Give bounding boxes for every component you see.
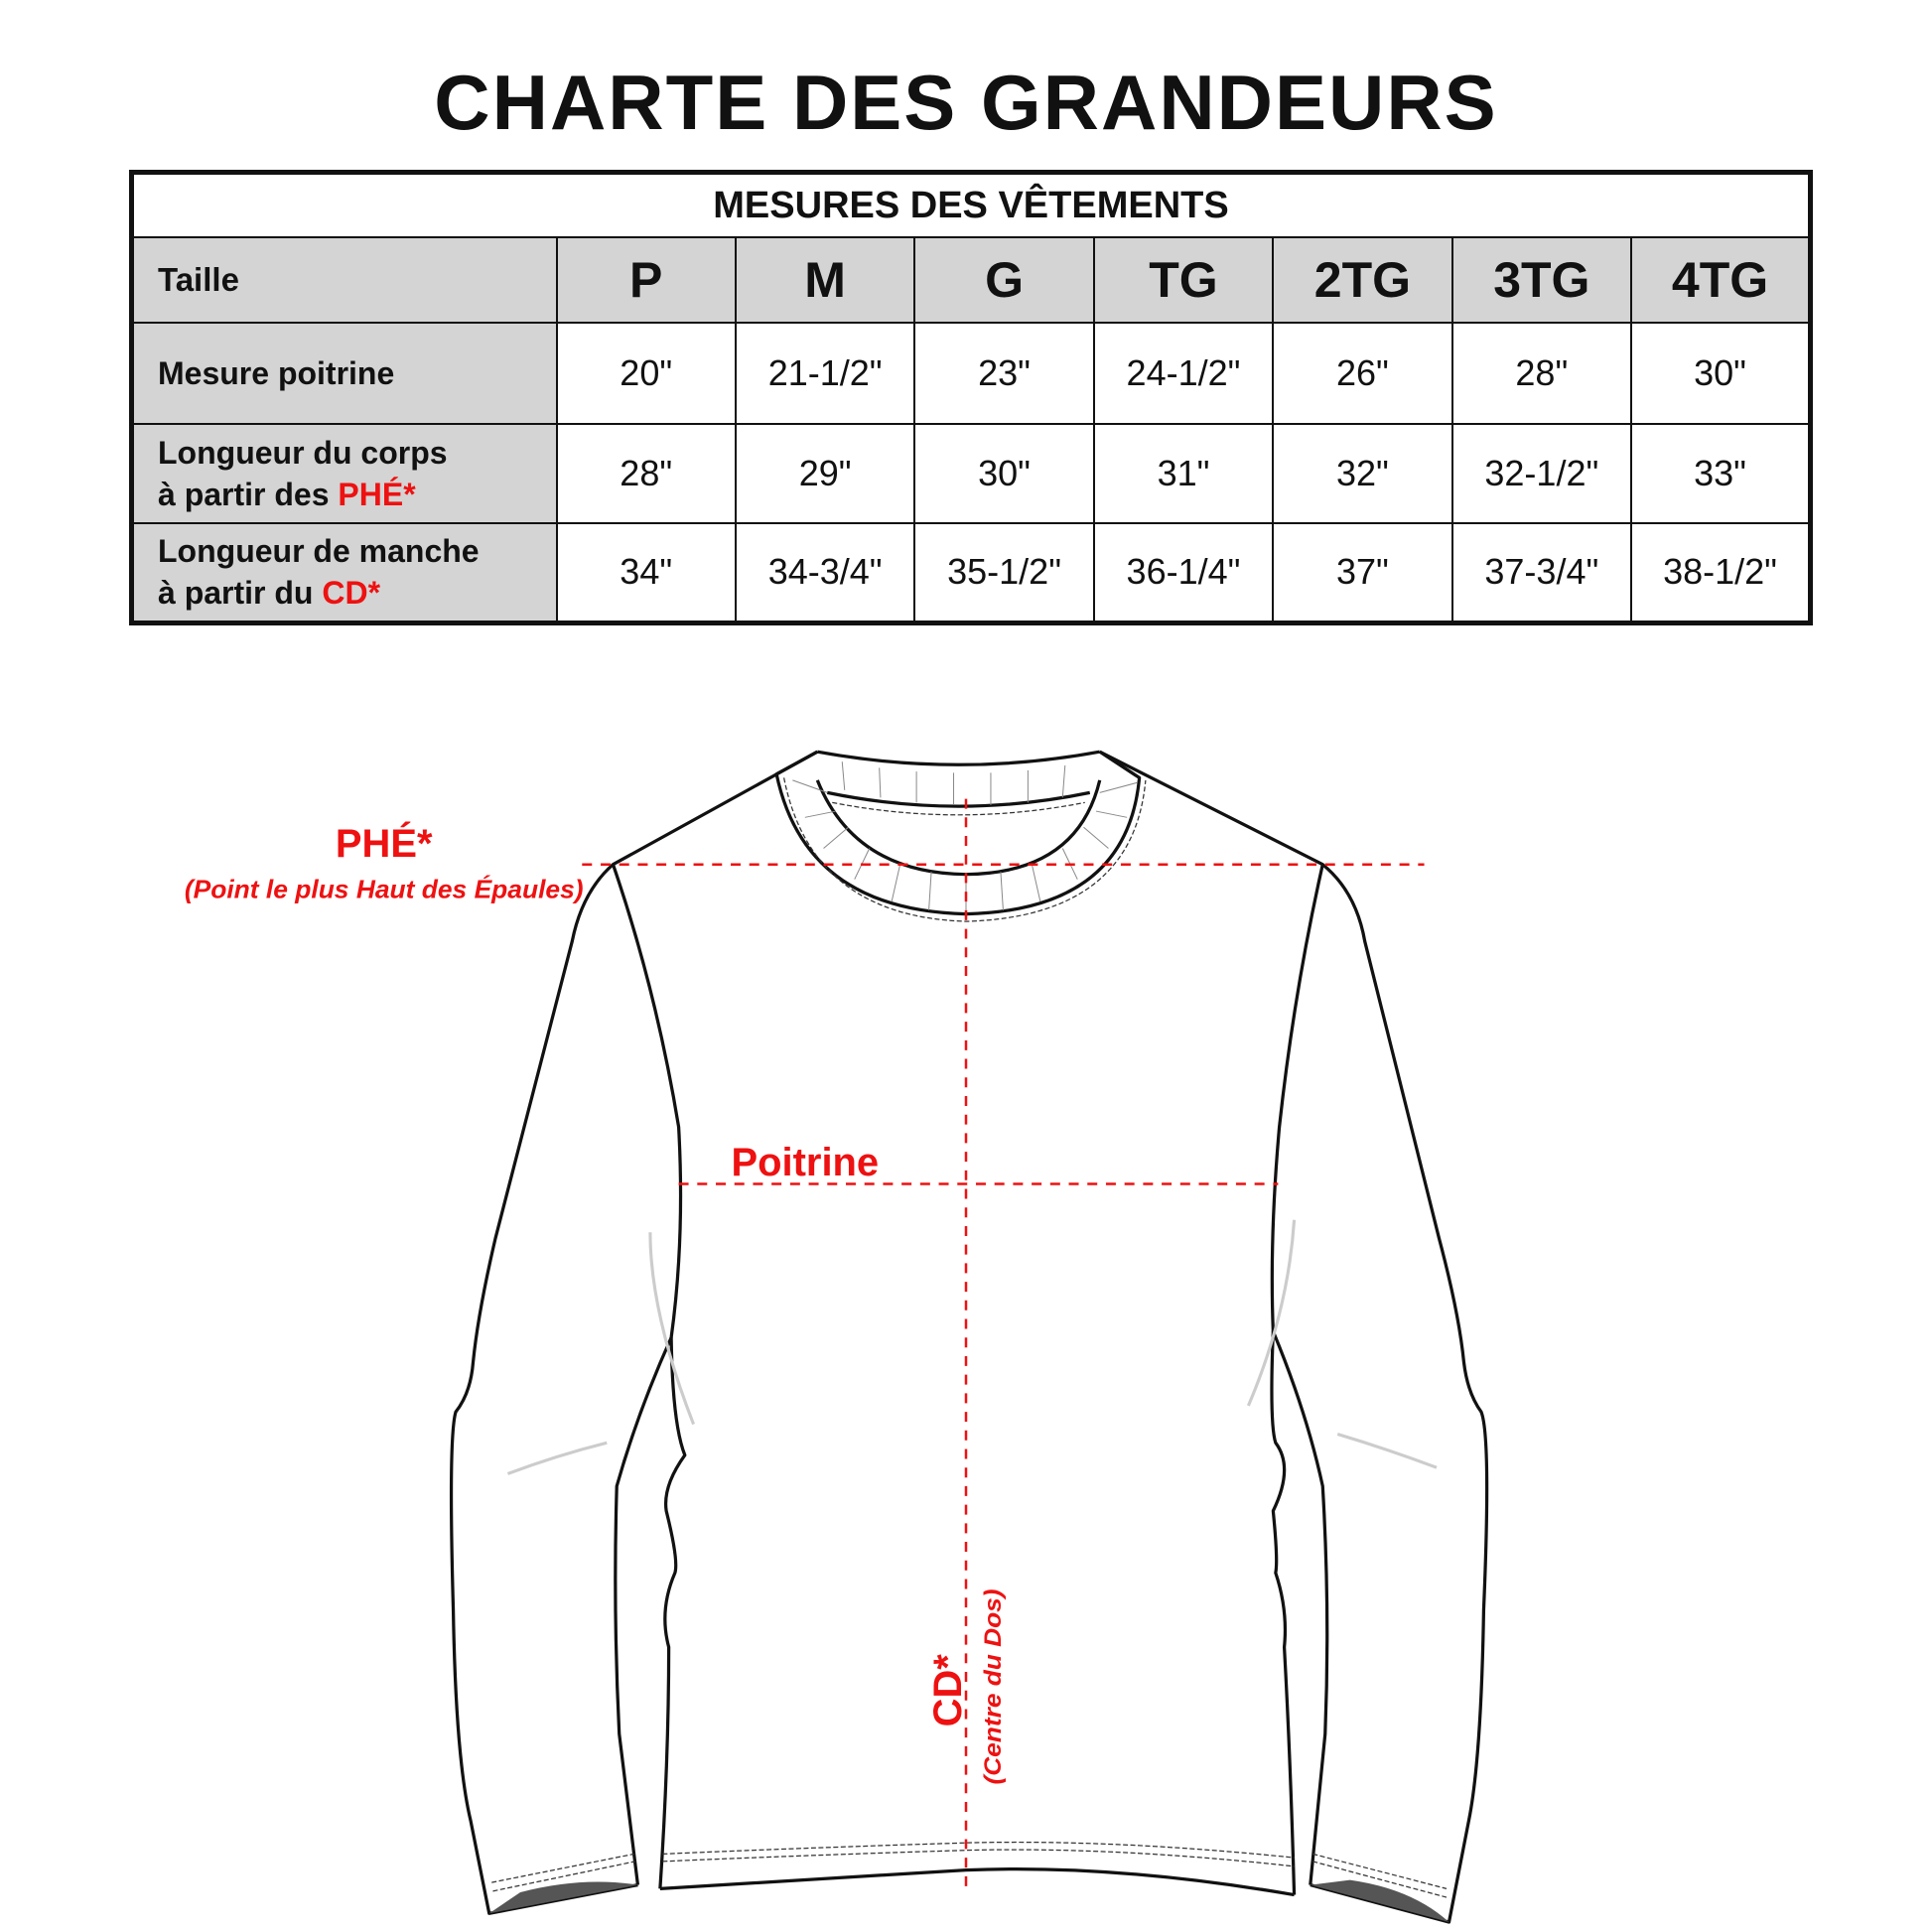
table-row: Mesure poitrine 20" 21-1/2" 23" 24-1/2" … [130,322,1812,425]
size-header: 4TG [1630,236,1812,324]
page-title: CHARTE DES GRANDEURS [434,59,1498,146]
row-label: Longueur de manche à partir du CD* [130,522,558,623]
table-cell: 23" [913,322,1095,425]
table-cell: 26" [1272,322,1453,425]
table-cell: 31" [1092,423,1275,524]
table-row: Longueur du corps à partir des PHÉ* 28" 2… [130,423,1812,524]
cd-label: CD* [926,1654,970,1727]
table-cell: 33" [1630,423,1812,524]
table-cell: 29" [734,423,916,524]
table-cell: 20" [555,322,737,425]
table-cell: 38-1/2" [1630,522,1812,623]
table-cell: 37-3/4" [1450,522,1633,623]
cuff-shadow [1310,1879,1449,1923]
phe-description: (Point le plus Haut des Épaules) [185,874,584,903]
measure-lines [582,798,1425,1893]
size-header-row: Taille P M G TG 2TG 3TG 4TG [130,236,1812,324]
table-cell: 28" [555,423,737,524]
table-cell: 34" [555,522,737,623]
row-label: Mesure poitrine [130,322,558,425]
phe-label: PHÉ* [336,821,433,866]
table-row: Longueur de manche à partir du CD* 34" 34… [130,522,1812,623]
table-caption: MESURES DES VÊTEMENTS [130,171,1812,238]
sweater-outline [449,750,1489,1924]
table-cell: 32" [1272,423,1453,524]
size-header: M [734,236,916,324]
chest-label: Poitrine [732,1141,880,1184]
table-cell: 24-1/2" [1092,322,1275,425]
cuff-shadow [488,1881,638,1914]
size-header: 2TG [1272,236,1453,324]
table-cell: 30" [1630,322,1812,425]
table-cell: 36-1/4" [1092,522,1275,623]
table-cell: 37" [1272,522,1453,623]
size-header: 3TG [1450,236,1633,324]
table-cell: 35-1/2" [913,522,1095,623]
size-chart-table: MESURES DES VÊTEMENTS Taille P M G TG 2T… [129,170,1813,625]
row-label: Longueur du corps à partir des PHÉ* [130,423,558,524]
table-cell: 30" [913,423,1095,524]
table-cell: 21-1/2" [734,322,916,425]
size-header: TG [1092,236,1275,324]
table-cell: 34-3/4" [734,522,916,623]
table-cell: 32-1/2" [1450,423,1633,524]
size-header: P [555,236,737,324]
size-label: Taille [130,236,558,324]
stitching [491,777,1448,1898]
cd-description: (Centre du Dos) [981,1588,1007,1784]
rib-knit [792,761,1138,914]
size-header: G [913,236,1095,324]
table-cell: 28" [1450,322,1633,425]
fold-lines [506,1219,1438,1475]
